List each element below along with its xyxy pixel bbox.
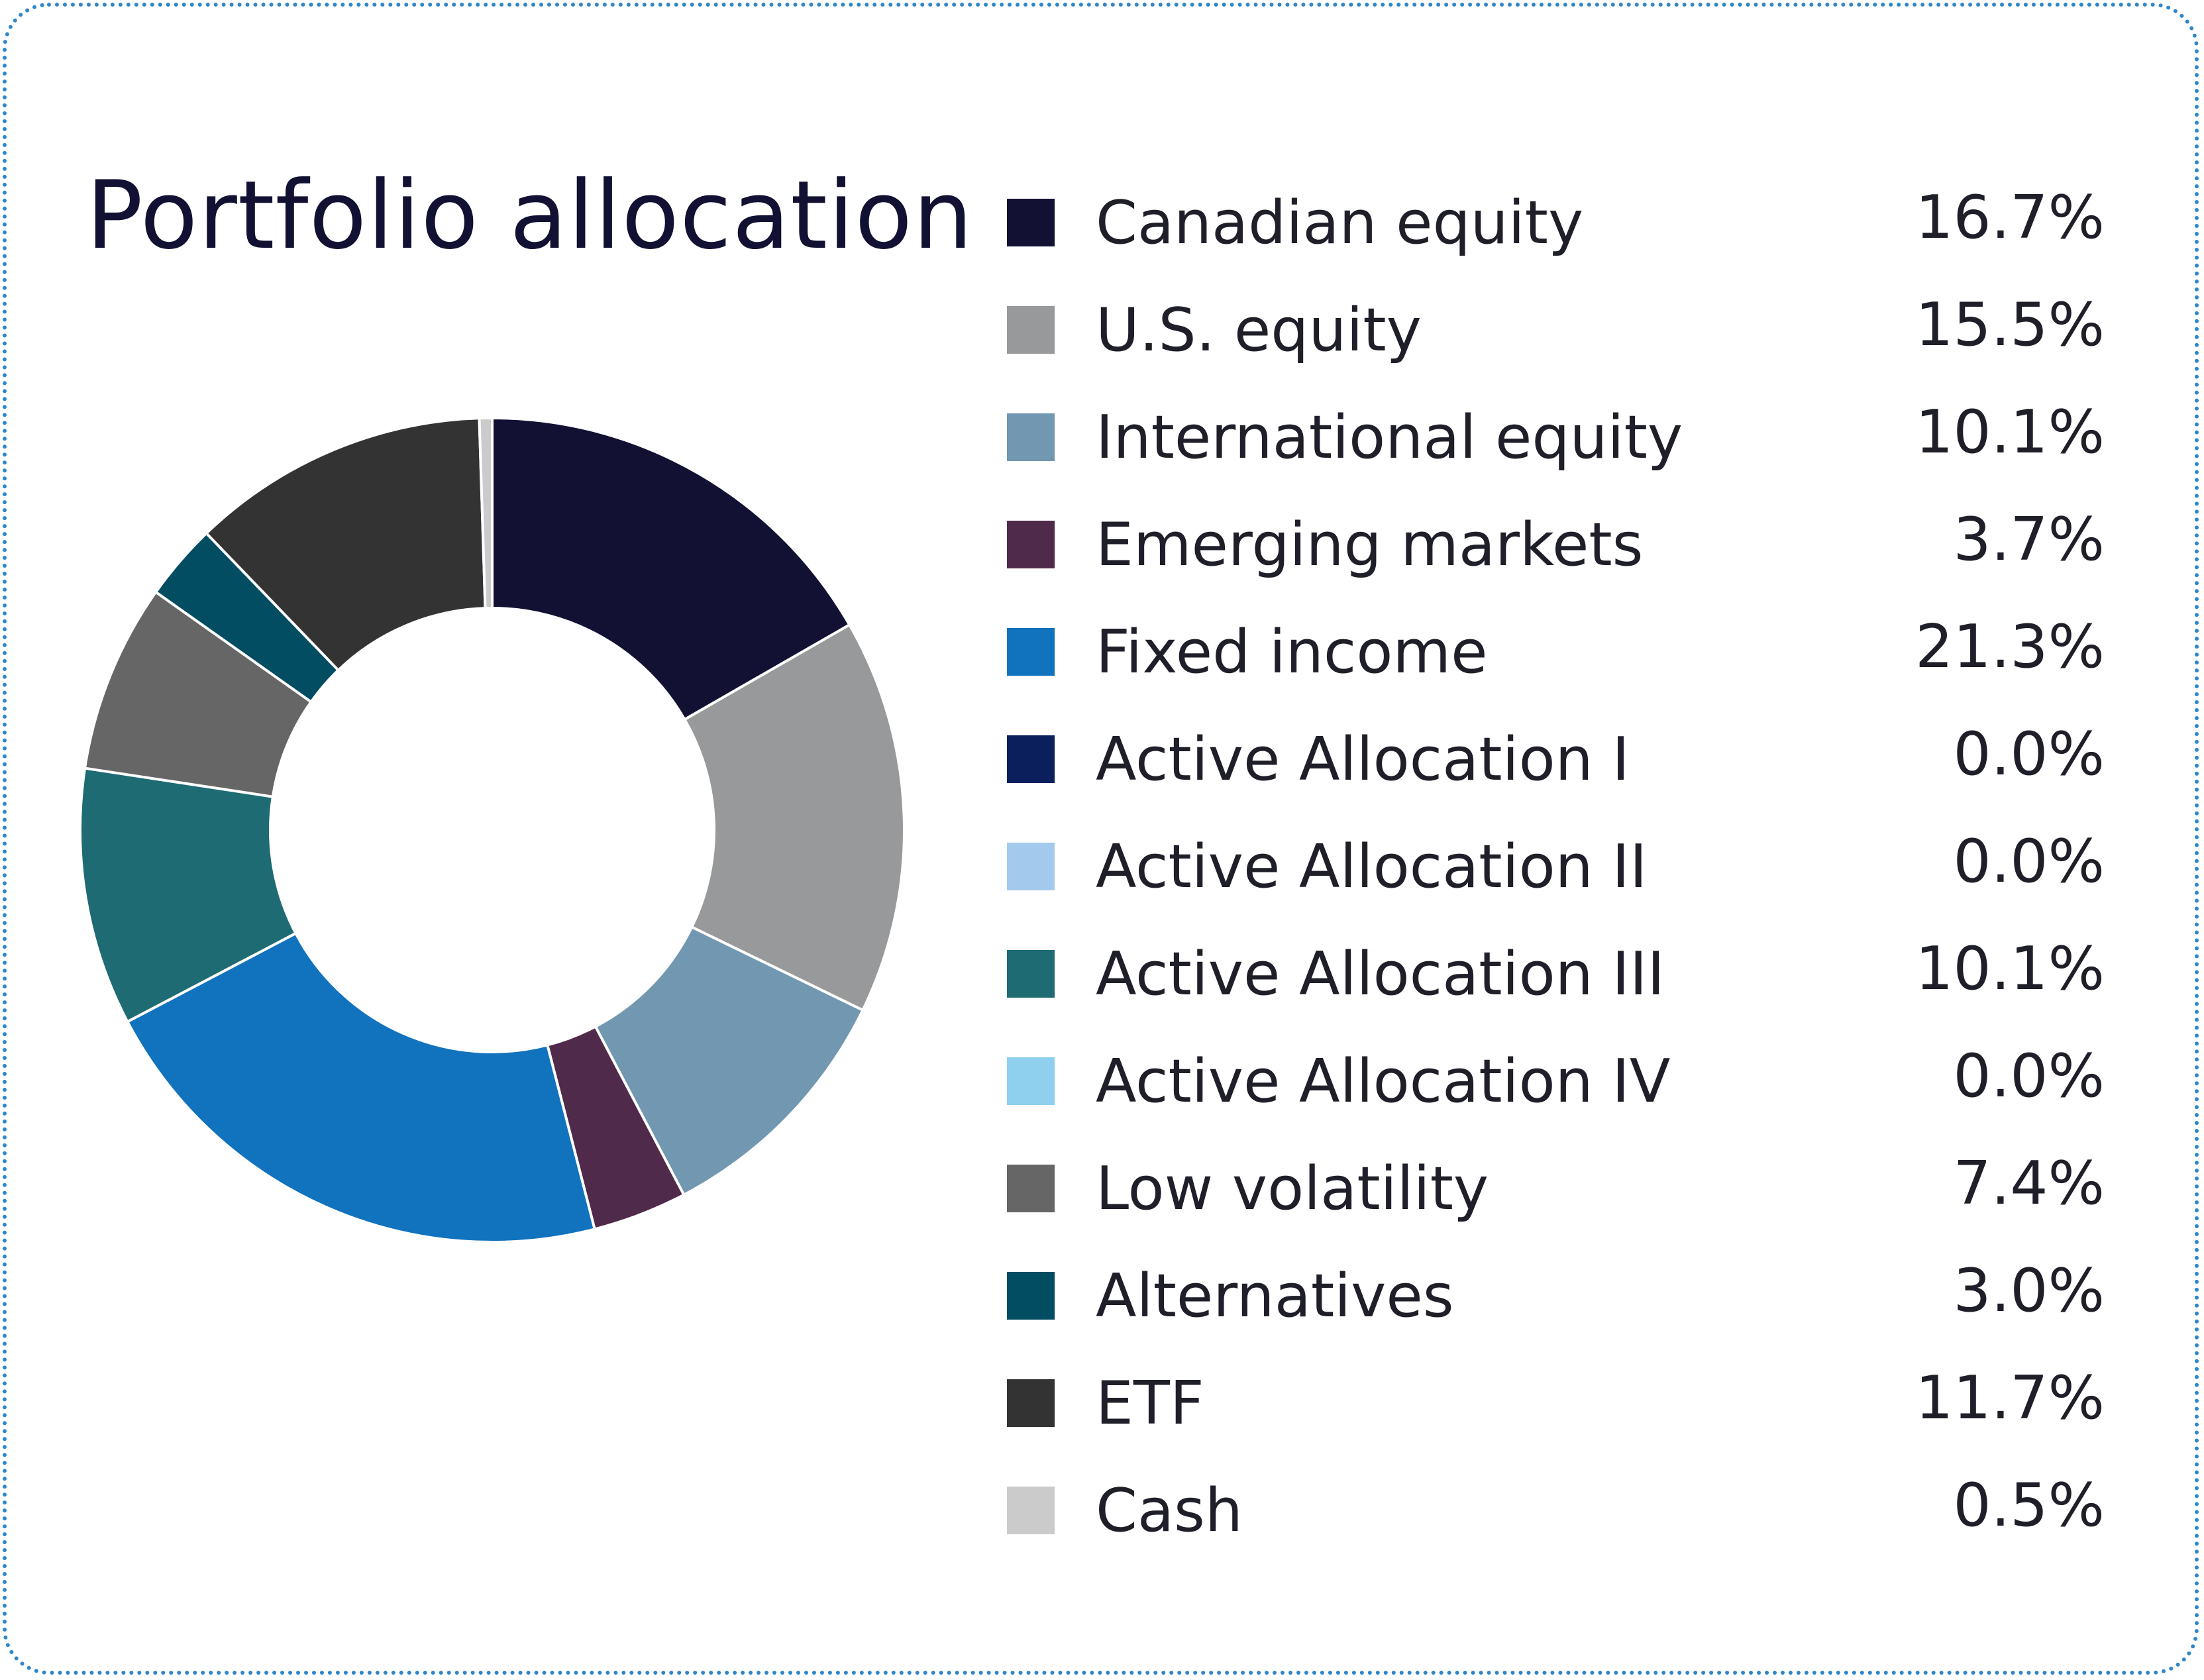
legend-label: International equity bbox=[1096, 403, 1683, 472]
legend-swatch bbox=[1007, 1057, 1055, 1105]
legend-label: Low volatility bbox=[1096, 1154, 1489, 1224]
chart-title: Portfolio allocation bbox=[86, 161, 974, 270]
legend-value: 3.7% bbox=[1953, 505, 2105, 574]
legend-label: Fixed income bbox=[1096, 617, 1488, 687]
legend-item-fixed-income: Fixed income 21.3% bbox=[1005, 617, 2105, 688]
legend-item-etf: ETF 11.7% bbox=[1005, 1369, 2105, 1439]
legend-value: 3.0% bbox=[1953, 1256, 2105, 1326]
legend-value: 16.7% bbox=[1915, 183, 2105, 252]
legend-swatch bbox=[1007, 1379, 1055, 1427]
donut-slices bbox=[79, 416, 906, 1243]
legend-value: 10.1% bbox=[1915, 934, 2105, 1004]
legend-label: Active Allocation IV bbox=[1096, 1047, 1671, 1116]
legend-swatch bbox=[1007, 628, 1055, 676]
legend-swatch bbox=[1007, 413, 1055, 461]
legend-label: U.S. equity bbox=[1096, 295, 1422, 365]
legend-item-emerging-markets: Emerging markets 3.7% bbox=[1005, 510, 2105, 580]
legend-swatch bbox=[1007, 199, 1055, 246]
legend-value: 7.4% bbox=[1953, 1149, 2105, 1218]
legend-label: Emerging markets bbox=[1096, 510, 1644, 580]
legend-label: Canadian equity bbox=[1096, 188, 1584, 258]
legend-swatch bbox=[1007, 843, 1055, 890]
legend-item-active-allocation-ii: Active Allocation II 0.0% bbox=[1005, 832, 2105, 902]
legend-value: 0.0% bbox=[1953, 827, 2105, 896]
legend-label: Active Allocation II bbox=[1096, 832, 1648, 902]
legend-value: 0.5% bbox=[1953, 1471, 2105, 1540]
legend-swatch bbox=[1007, 1272, 1055, 1320]
legend-value: 11.7% bbox=[1915, 1363, 2105, 1433]
legend-value: 15.5% bbox=[1915, 290, 2105, 360]
legend-item-active-allocation-iv: Active Allocation IV 0.0% bbox=[1005, 1047, 2105, 1117]
legend-item-cash: Cash 0.5% bbox=[1005, 1476, 2105, 1546]
slice-canadian-equity bbox=[491, 416, 852, 721]
legend-value: 21.3% bbox=[1915, 612, 2105, 682]
legend-swatch bbox=[1007, 950, 1055, 998]
slice-etf bbox=[204, 417, 487, 672]
legend-label: Cash bbox=[1096, 1476, 1243, 1546]
legend-label: Active Allocation III bbox=[1096, 939, 1665, 1009]
legend-label: Active Allocation I bbox=[1096, 725, 1630, 794]
legend-item-u-s-equity: U.S. equity 15.5% bbox=[1005, 295, 2105, 366]
legend-item-alternatives: Alternatives 3.0% bbox=[1005, 1261, 2105, 1332]
legend-item-canadian-equity: Canadian equity 16.7% bbox=[1005, 188, 2105, 258]
slice-active-allocation-iii bbox=[79, 766, 298, 1024]
legend-value: 10.1% bbox=[1915, 397, 2105, 467]
legend-swatch bbox=[1007, 521, 1055, 568]
legend-item-active-allocation-i: Active Allocation I 0.0% bbox=[1005, 725, 2105, 795]
slice-fixed-income bbox=[125, 931, 597, 1243]
legend-item-international-equity: International equity 10.1% bbox=[1005, 403, 2105, 473]
legend-value: 0.0% bbox=[1953, 1041, 2105, 1111]
legend-swatch bbox=[1007, 306, 1055, 354]
legend-item-active-allocation-iii: Active Allocation III 10.1% bbox=[1005, 939, 2105, 1010]
legend-item-low-volatility: Low volatility 7.4% bbox=[1005, 1154, 2105, 1224]
legend-swatch bbox=[1007, 1487, 1055, 1534]
legend-swatch bbox=[1007, 1165, 1055, 1212]
slice-u-s-equity bbox=[682, 623, 906, 1012]
chart-card bbox=[3, 3, 2199, 1675]
slice-cash bbox=[478, 416, 494, 610]
slice-international-equity bbox=[594, 925, 865, 1197]
legend-label: Alternatives bbox=[1096, 1261, 1454, 1331]
legend-swatch bbox=[1007, 735, 1055, 783]
legend-label: ETF bbox=[1096, 1369, 1204, 1438]
legend-value: 0.0% bbox=[1953, 719, 2105, 789]
